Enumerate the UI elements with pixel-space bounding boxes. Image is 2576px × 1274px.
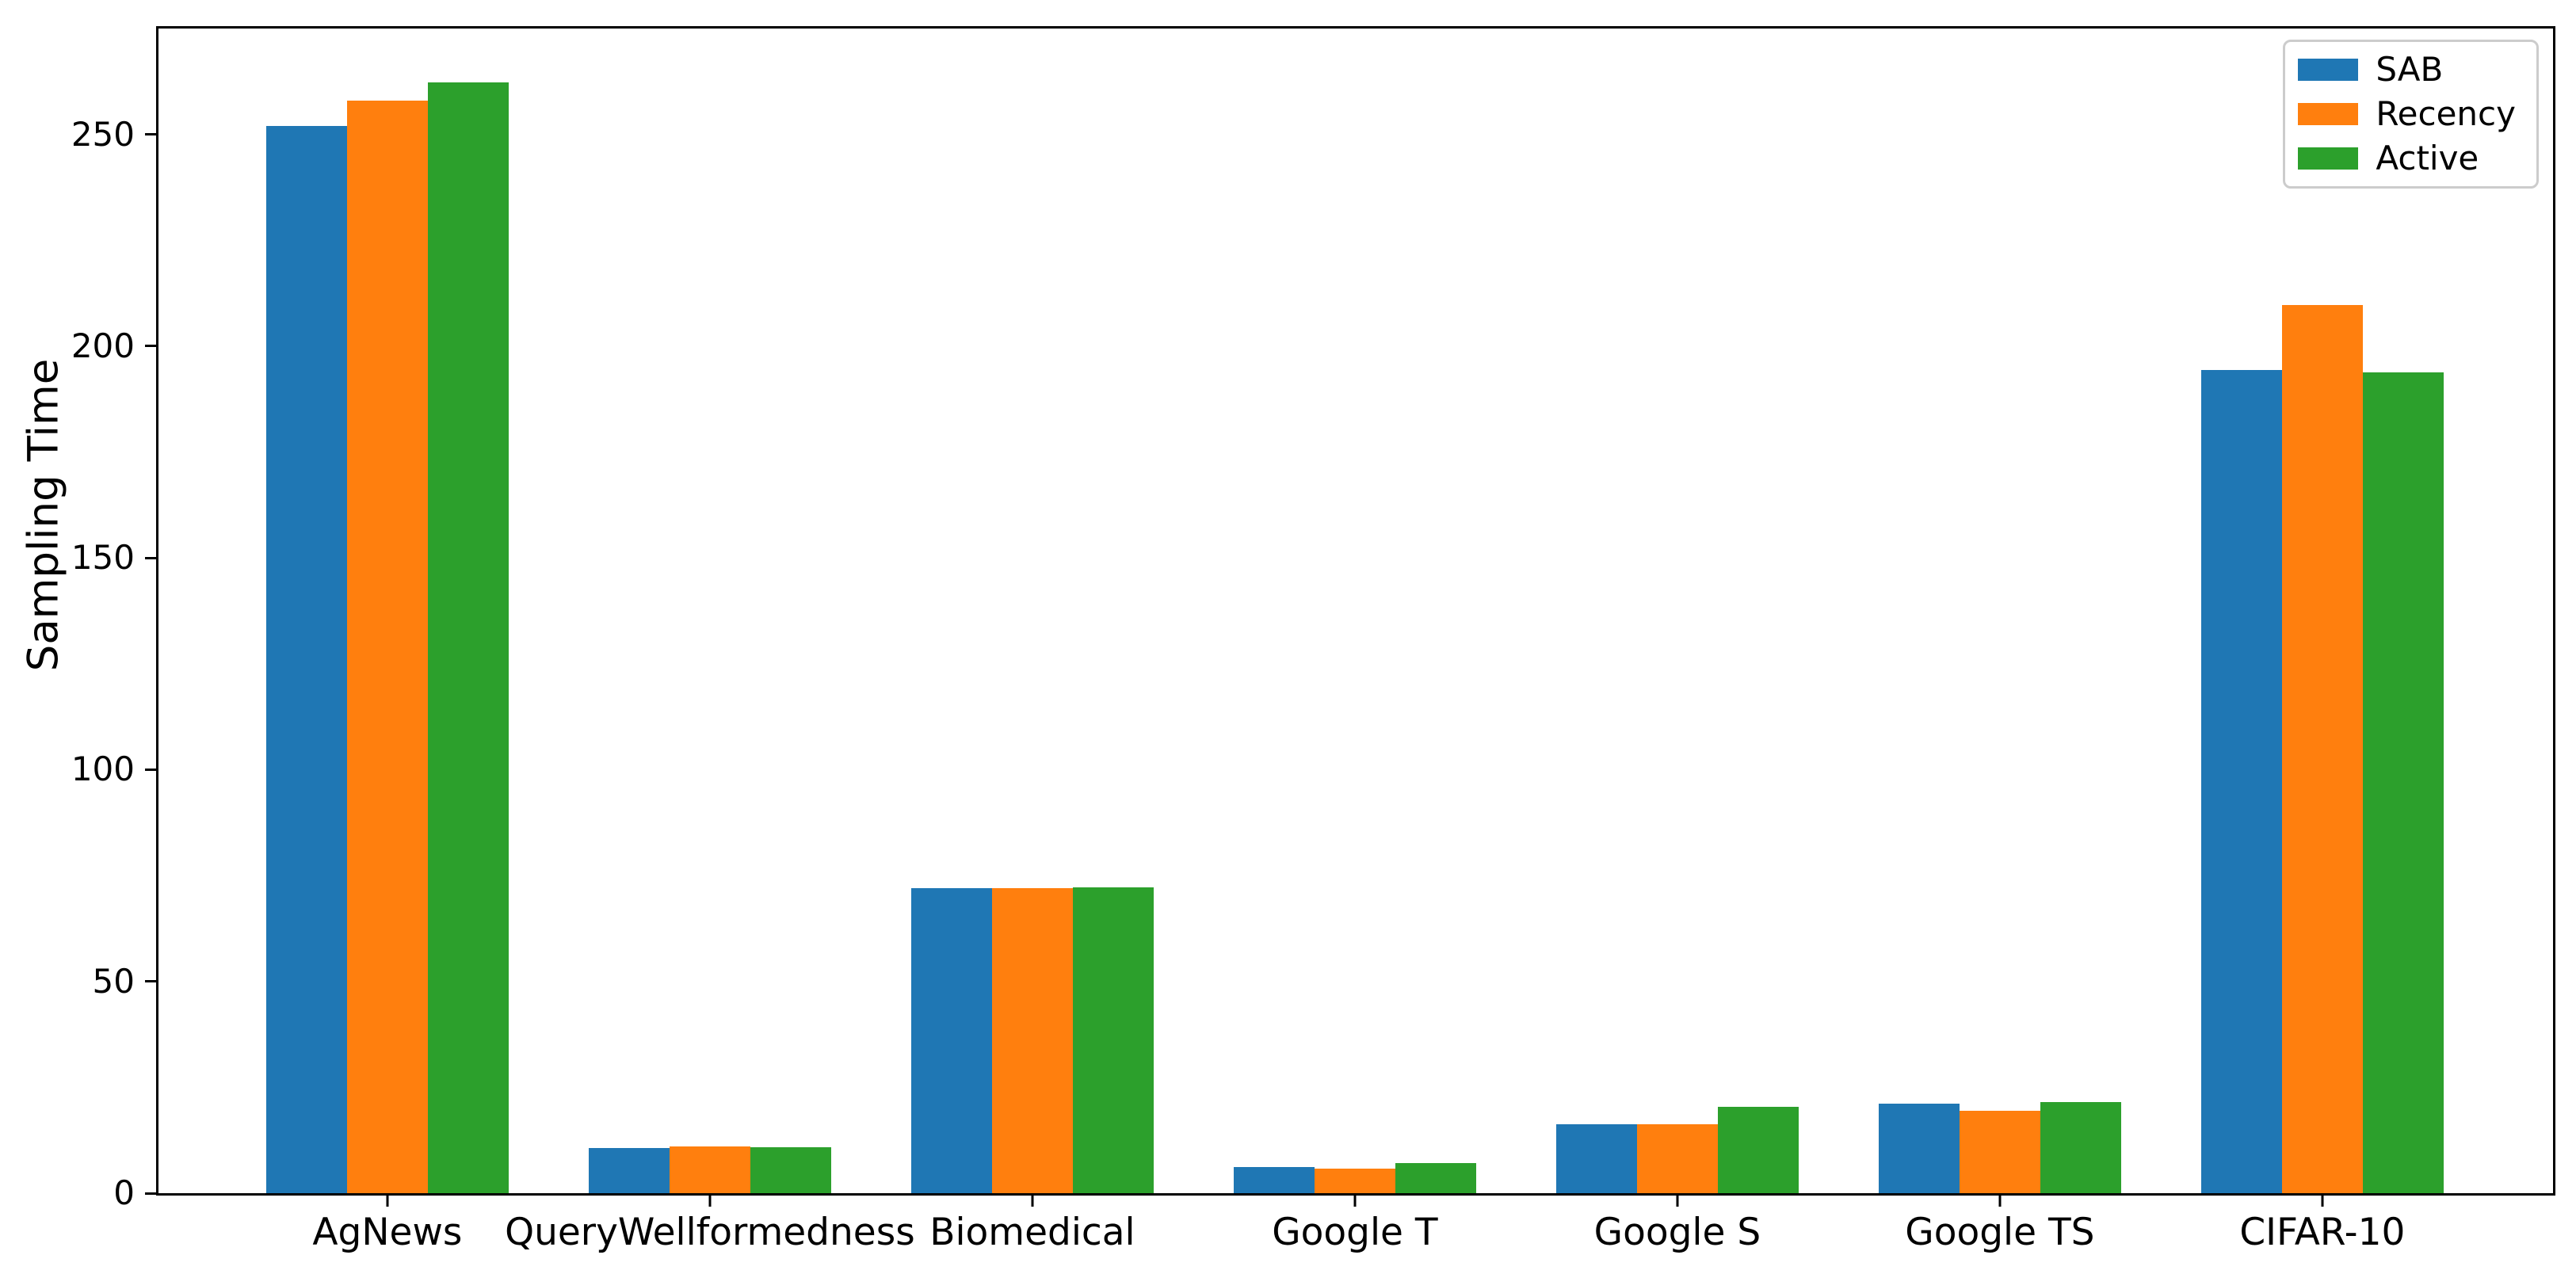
legend-swatch-active <box>2298 147 2359 170</box>
x-tick-label-google-ts: Google TS <box>1905 1211 2095 1254</box>
bar-sab-google-s <box>1556 1124 1637 1193</box>
y-tick-mark <box>145 345 156 348</box>
y-tick-mark <box>145 980 156 983</box>
bar-active-google-s <box>1717 1106 1799 1193</box>
bar-sab-biomedical <box>911 888 992 1193</box>
x-tick-mark <box>2321 1196 2324 1207</box>
bar-active-google-t <box>1395 1163 1476 1193</box>
legend: SAB Recency Active <box>2283 40 2539 189</box>
y-tick-label: 0 <box>113 1173 135 1212</box>
bar-recency-cifar-10 <box>2282 305 2363 1193</box>
x-tick-mark <box>1676 1196 1679 1207</box>
x-tick-label-agnews: AgNews <box>312 1211 463 1254</box>
y-tick-label: 150 <box>71 538 135 578</box>
bar-active-querywellformedness <box>750 1146 831 1193</box>
bar-recency-google-t <box>1315 1169 1395 1193</box>
bar-active-agnews <box>427 82 509 1193</box>
x-tick-mark <box>1353 1196 1357 1207</box>
x-tick-label-google-s: Google S <box>1593 1211 1761 1254</box>
bar-recency-google-ts <box>1960 1110 2040 1193</box>
plot-area: 0 50 100 150 200 250 AgNews QueryWellformednes… <box>71 26 2555 1251</box>
bar-sab-agnews <box>266 125 347 1193</box>
y-tick-mark <box>145 133 156 136</box>
legend-item-active: Active <box>2298 142 2516 175</box>
y-tick-label: 100 <box>71 750 135 789</box>
x-tick-label-biomedical: Biomedical <box>929 1211 1135 1254</box>
bar-recency-querywellformedness <box>670 1146 750 1193</box>
legend-label-recency: Recency <box>2376 94 2516 133</box>
legend-swatch-sab <box>2298 59 2359 81</box>
bar-sab-querywellformedness <box>589 1147 670 1193</box>
bar-sab-google-ts <box>1879 1103 1960 1193</box>
x-tick-label-cifar-10: CIFAR-10 <box>2239 1211 2406 1254</box>
bar-recency-google-s <box>1637 1124 1718 1193</box>
bar-sab-cifar-10 <box>2201 370 2282 1193</box>
x-tick-mark <box>1998 1196 2002 1207</box>
x-tick-mark <box>1031 1196 1034 1207</box>
legend-item-sab: SAB <box>2298 53 2516 86</box>
x-tick-mark <box>708 1196 712 1207</box>
y-tick-mark <box>145 768 156 771</box>
legend-label-sab: SAB <box>2376 50 2444 89</box>
y-tick-mark <box>145 1192 156 1195</box>
bar-active-cifar-10 <box>2362 372 2444 1193</box>
x-tick-label-google-t: Google T <box>1272 1211 1438 1254</box>
bar-active-google-ts <box>2040 1101 2121 1193</box>
y-tick-label: 250 <box>71 114 135 154</box>
bar-recency-biomedical <box>992 888 1073 1193</box>
legend-label-active: Active <box>2376 139 2479 177</box>
x-tick-label-querywellformedness: QueryWellformedness <box>505 1211 915 1254</box>
y-tick-label: 200 <box>71 326 135 365</box>
legend-swatch-recency <box>2298 103 2359 125</box>
legend-item-recency: Recency <box>2298 97 2516 131</box>
bar-recency-agnews <box>347 100 428 1193</box>
x-tick-mark <box>386 1196 389 1207</box>
bar-active-biomedical <box>1072 887 1154 1193</box>
y-tick-label: 50 <box>92 961 135 1001</box>
bar-sab-google-t <box>1234 1166 1315 1193</box>
y-tick-mark <box>145 556 156 559</box>
y-axis-label: Sampling Time <box>19 358 68 672</box>
